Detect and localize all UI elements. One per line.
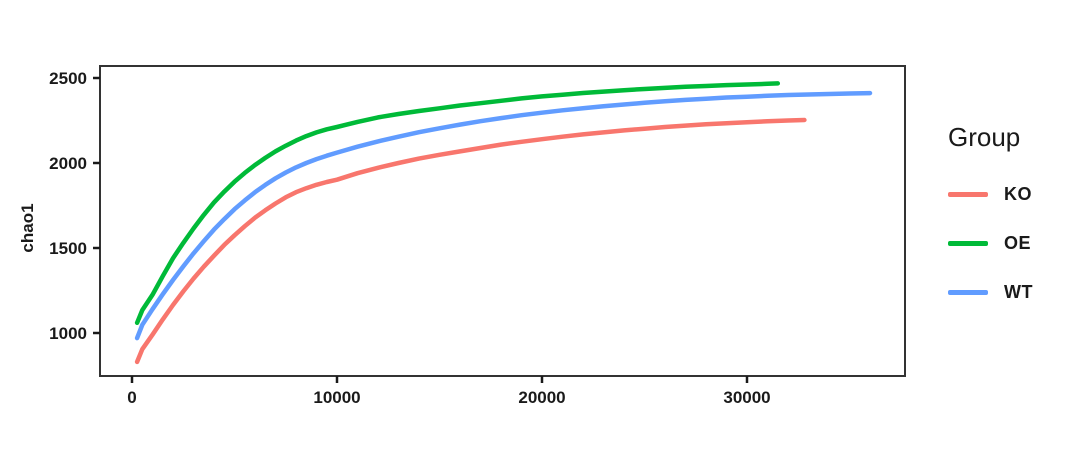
legend-swatch-wt [948, 289, 988, 295]
x-tick-label: 10000 [313, 388, 360, 407]
y-tick-label: 1500 [49, 239, 87, 258]
legend-label-wt: WT [1004, 281, 1033, 302]
y-tick-label: 1000 [49, 324, 87, 343]
legend-label-oe: OE [1004, 232, 1032, 253]
panel-border [99, 65, 906, 377]
legend-swatch-ko [948, 191, 988, 197]
legend-label-ko: KO [1004, 183, 1032, 204]
legend-title: Group [948, 122, 1021, 152]
legend-items: KO OE WT [948, 180, 1078, 306]
legend: Group KO OE WT [948, 122, 1078, 327]
legend-item-wt: WT [948, 278, 1078, 306]
x-tick-label: 20000 [518, 388, 565, 407]
y-tick-label: 2000 [49, 154, 87, 173]
series-ko-line [134, 117, 807, 365]
series-oe-line [134, 81, 781, 326]
legend-item-oe: OE [948, 229, 1078, 257]
legend-item-ko: KO [948, 180, 1078, 208]
y-tick-label: 2500 [49, 69, 87, 88]
series-wt-line [134, 90, 873, 341]
x-tick-label: 0 [127, 388, 136, 407]
legend-swatch-oe [948, 240, 988, 246]
x-tick-label: 30000 [723, 388, 770, 407]
